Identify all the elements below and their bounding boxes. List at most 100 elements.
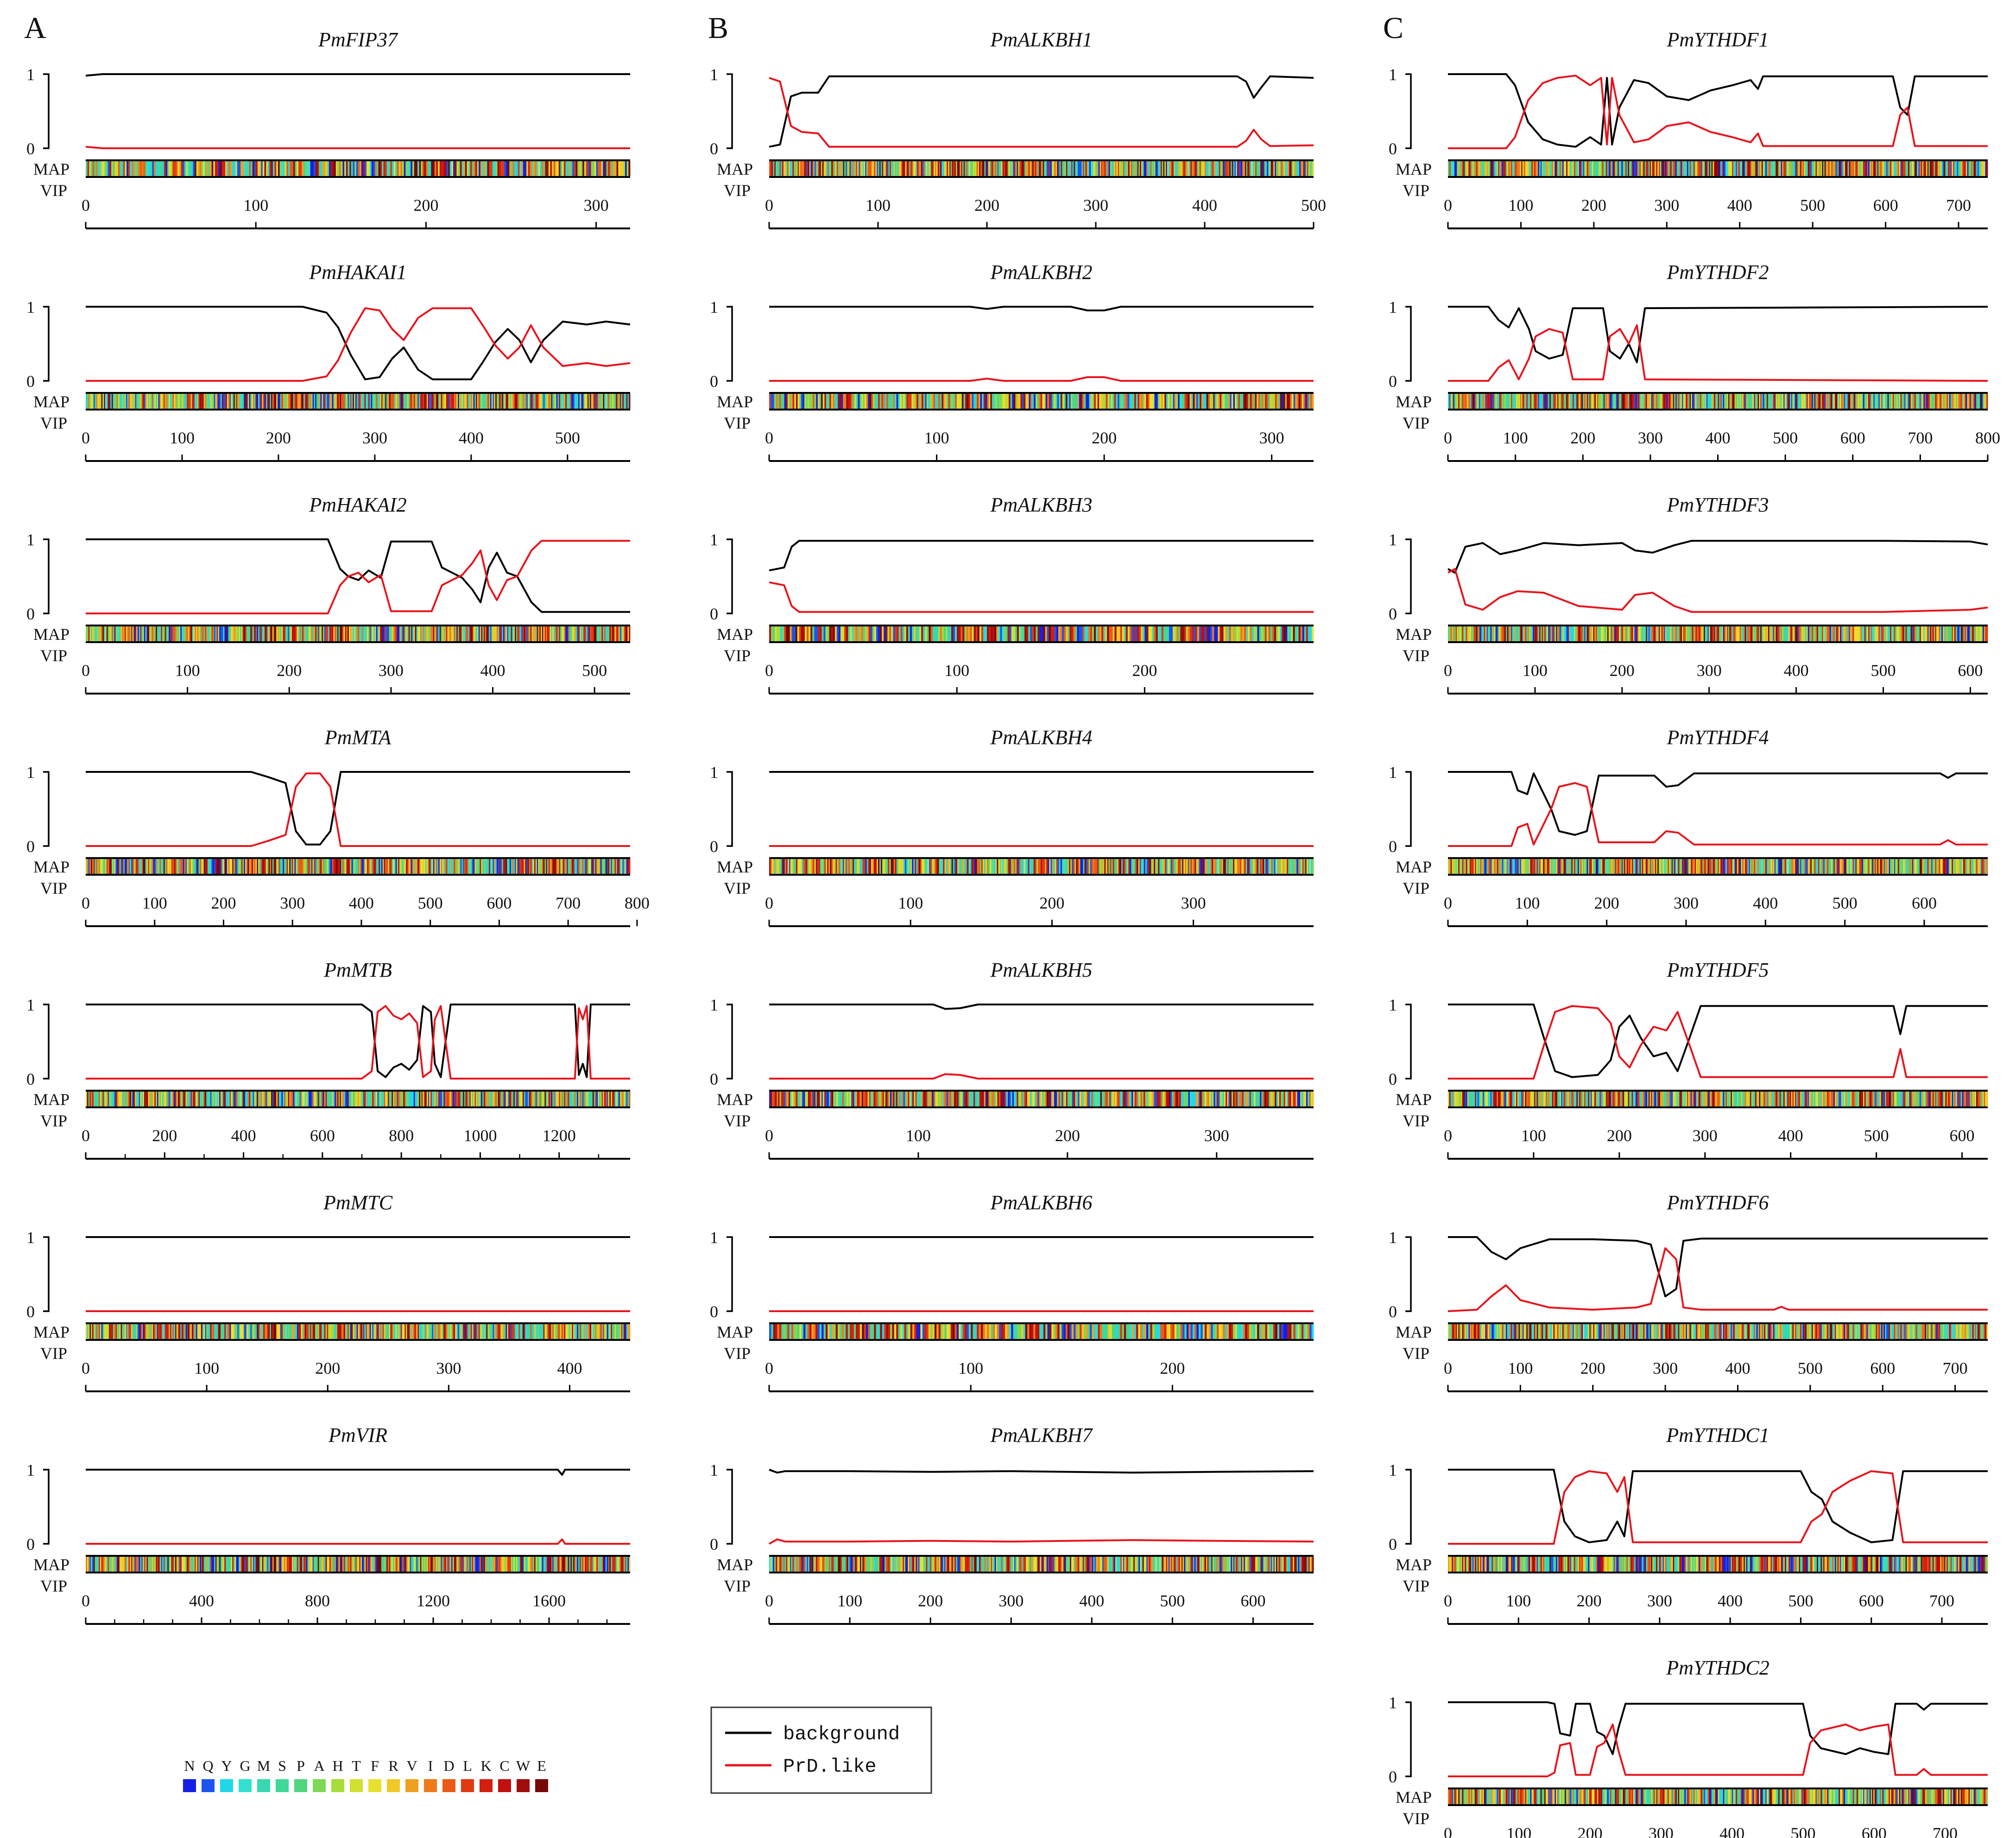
series-line-prd-like: [86, 772, 630, 847]
x-tick-label: 300: [1083, 196, 1108, 215]
map-label: MAP: [717, 858, 753, 876]
plot-pmvir: PmVIR 0 1 MAP VIP 0 400 800 1200 1600: [26, 1424, 631, 1625]
x-tick-label: 0: [765, 1359, 773, 1377]
x-tick-label: 300: [584, 196, 609, 215]
x-tick-label: 500: [555, 429, 580, 447]
colorbar-swatch: [461, 1779, 474, 1792]
x-tick-label: 300: [436, 1359, 461, 1377]
colorbar-swatch: [517, 1779, 530, 1792]
y-tick-label: 1: [26, 298, 35, 316]
vip-label: VIP: [40, 414, 67, 432]
colorbar-swatch: [239, 1779, 252, 1792]
residue-stripe-pmvir: [86, 1555, 631, 1573]
y-axis-pmythdf4: [1405, 771, 1412, 847]
plot-pmythdf6: PmYTHDF6 0 1 MAP VIP 0 100 200 300 400 500 600 700: [1389, 1191, 1988, 1392]
x-tick-label: 0: [82, 1592, 90, 1610]
x-tick-label: 200: [315, 1359, 340, 1377]
panel-label-c: C: [1383, 11, 1403, 45]
residue-stripe-pmmta: [86, 857, 631, 876]
y-tick-label: 1: [26, 65, 35, 84]
vip-label: VIP: [724, 1344, 751, 1363]
vip-label: VIP: [724, 414, 751, 432]
y-axis-pmmta: [43, 771, 50, 847]
x-tick-label: 700: [1908, 429, 1933, 447]
map-label: MAP: [1396, 1788, 1432, 1806]
residue-stripe-pmalkbh2: [769, 392, 1314, 411]
series-line-prd-like: [769, 1538, 1314, 1545]
plot-pmmtc: PmMTC 0 1 MAP VIP 0 100 200 300 400: [26, 1191, 631, 1392]
x-tick-label: 500: [1160, 1592, 1185, 1610]
x-tick-label: 0: [765, 1592, 773, 1610]
series-line-background: [86, 306, 631, 380]
colorbar-letter: A: [314, 1757, 324, 1774]
x-tick-label: 0: [1444, 1359, 1452, 1377]
residue-stripe-pmalkbh4: [769, 857, 1314, 876]
map-label: MAP: [717, 625, 753, 644]
x-tick-label: 200: [1039, 894, 1064, 912]
series-line-prd-like: [769, 376, 1314, 382]
x-tick-label: 500: [1864, 1126, 1889, 1145]
x-tick-label: 400: [231, 1126, 256, 1145]
vip-label: VIP: [40, 879, 67, 897]
residue-stripe-pmythdf4: [1448, 857, 1988, 876]
x-tick-label: 400: [1718, 1592, 1743, 1610]
x-tick-label: 100: [1506, 1592, 1531, 1610]
x-tick-label: 700: [1946, 196, 1971, 215]
x-tick-label: 1200: [417, 1592, 450, 1610]
x-tick-label: 200: [1132, 661, 1157, 680]
y-tick-label: 0: [26, 1535, 35, 1554]
residue-stripe-pmmtb: [86, 1090, 631, 1108]
x-tick-label: 200: [413, 196, 438, 215]
x-tick-label: 400: [1725, 1359, 1751, 1377]
series-line-prd-like: [769, 1073, 1314, 1080]
vip-label: VIP: [724, 1577, 751, 1595]
map-label: MAP: [33, 1323, 70, 1341]
y-tick-label: 0: [26, 372, 35, 391]
plot-title-pmhakai1: PmHAKAI1: [309, 261, 406, 284]
y-tick-label: 0: [26, 605, 35, 623]
x-tick-label: 600: [1958, 661, 1983, 680]
series-line-background: [1448, 1004, 1988, 1078]
x-tick-label: 0: [82, 894, 90, 912]
series-line-prd-like: [1448, 324, 1988, 382]
x-tick-label: 300: [1259, 429, 1284, 447]
colorbar-letter: V: [406, 1757, 417, 1774]
y-tick-label: 0: [1389, 1535, 1397, 1554]
plot-pmmtb: PmMTB 0 1 MAP VIP 0 200 400 600 800 1000 1200: [26, 959, 631, 1160]
vip-label: VIP: [40, 646, 67, 665]
x-tick-label: 200: [1160, 1359, 1185, 1377]
y-tick-label: 1: [710, 1228, 718, 1247]
y-tick-label: 0: [1389, 139, 1397, 158]
legend: background PrD.like: [710, 1706, 932, 1794]
x-tick-label: 400: [1727, 196, 1752, 215]
vip-label: VIP: [1403, 1809, 1429, 1828]
map-label: MAP: [1396, 160, 1432, 178]
vip-label: VIP: [1403, 1344, 1429, 1363]
x-tick-label: 100: [142, 894, 167, 912]
y-tick-label: 1: [26, 531, 35, 549]
plot-title-pmythdc2: PmYTHDC2: [1666, 1656, 1770, 1679]
vip-label: VIP: [1403, 181, 1429, 200]
series-line-background: [1448, 1236, 1988, 1297]
y-tick-label: 1: [1389, 65, 1397, 84]
y-tick-label: 1: [1389, 531, 1397, 549]
map-label: MAP: [1396, 1323, 1432, 1341]
colorbar-swatch: [442, 1779, 455, 1792]
y-axis-pmmtc: [43, 1236, 50, 1312]
plot-title-pmythdf4: PmYTHDF4: [1666, 726, 1769, 749]
x-tick-label: 700: [1933, 1824, 1958, 1838]
x-tick-label: 500: [582, 661, 607, 680]
map-label: MAP: [1396, 1555, 1432, 1574]
y-tick-label: 1: [26, 763, 35, 782]
y-axis-pmythdf1: [1405, 73, 1412, 149]
x-tick-label: 100: [1521, 1126, 1546, 1145]
series-line-background: [1447, 540, 1988, 574]
series-line-prd-like: [1448, 1470, 1988, 1545]
colorbar-letter: I: [428, 1757, 433, 1774]
plot-title-pmhakai2: PmHAKAI2: [309, 493, 406, 516]
vip-label: VIP: [40, 1112, 67, 1130]
y-tick-label: 0: [1389, 372, 1397, 391]
x-tick-label: 500: [1800, 196, 1825, 215]
legend-label-background: background: [783, 1723, 900, 1745]
x-tick-label: 0: [765, 429, 773, 447]
